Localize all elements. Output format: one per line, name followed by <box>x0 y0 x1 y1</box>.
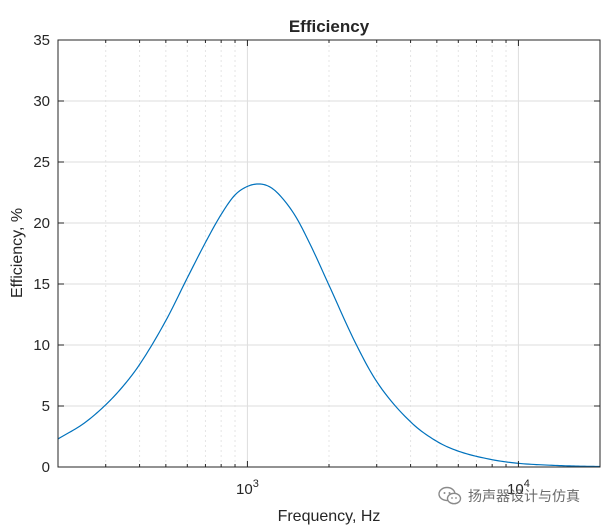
y-tick-label: 0 <box>42 459 50 476</box>
watermark: 扬声器设计与仿真 <box>438 484 580 508</box>
y-tick-label: 5 <box>42 398 50 415</box>
y-tick-label: 35 <box>33 32 50 49</box>
watermark-text: 扬声器设计与仿真 <box>468 489 580 505</box>
x-axis-label: Frequency, Hz <box>278 508 381 525</box>
y-tick-label: 20 <box>33 215 50 232</box>
y-tick-label: 10 <box>33 337 50 354</box>
efficiency-line <box>57 183 601 468</box>
y-axis-label: Efficiency, % <box>9 208 26 298</box>
y-tick-label: 25 <box>33 154 50 171</box>
ticks: 0 5 10 15 20 25 30 35 103 104 <box>33 32 600 498</box>
chart-title: Efficiency <box>289 17 370 36</box>
wechat-icon <box>438 486 462 505</box>
x-tick-label: 103 <box>236 478 259 498</box>
y-tick-label: 15 <box>33 276 50 293</box>
y-tick-label: 30 <box>33 93 50 110</box>
series-layer <box>57 183 601 468</box>
x-tick-label: 104 <box>507 478 530 498</box>
